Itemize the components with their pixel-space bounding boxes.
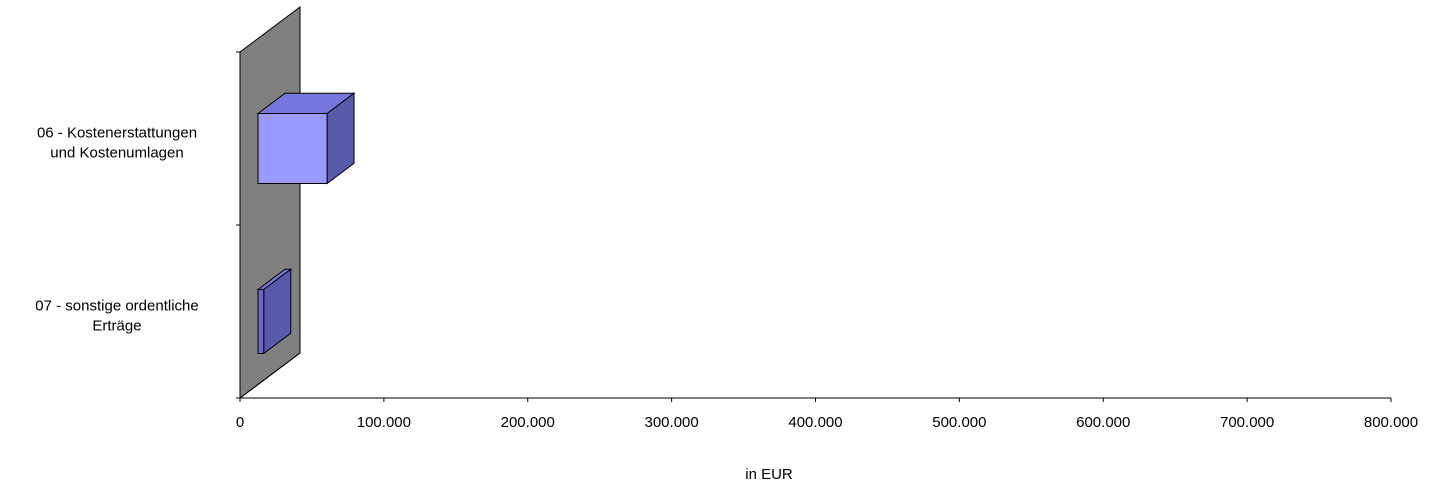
x-tick-label: 700.000	[1220, 414, 1274, 431]
bar-front-face	[257, 113, 328, 184]
category-labels: 06 - Kostenerstattungen und Kostenumlagen…	[35, 125, 198, 335]
x-tick-label: 0	[236, 414, 244, 431]
x-tick-label: 400.000	[788, 414, 842, 431]
bar-front-face	[257, 289, 265, 354]
bar-2	[256, 268, 293, 355]
bar-1	[256, 92, 356, 185]
x-tick-label: 300.000	[645, 414, 699, 431]
x-tick-label: 600.000	[1076, 414, 1130, 431]
x-tick-label: 800.000	[1364, 414, 1418, 431]
x-tick-label: 200.000	[501, 414, 555, 431]
x-tick-label: 500.000	[932, 414, 986, 431]
x-axis-depth-line	[239, 352, 301, 399]
x-axis-title: in EUR	[745, 466, 793, 483]
category-label-1: 06 - Kostenerstattungen und Kostenumlagen	[37, 125, 197, 162]
bars	[256, 92, 356, 355]
x-tick-label: 100.000	[357, 414, 411, 431]
axes: 0 100.000 200.000 300.000 400.000 500.000 600.…	[236, 51, 1418, 431]
category-label-2: 07 - sonstige ordentliche Erträge	[35, 298, 198, 335]
